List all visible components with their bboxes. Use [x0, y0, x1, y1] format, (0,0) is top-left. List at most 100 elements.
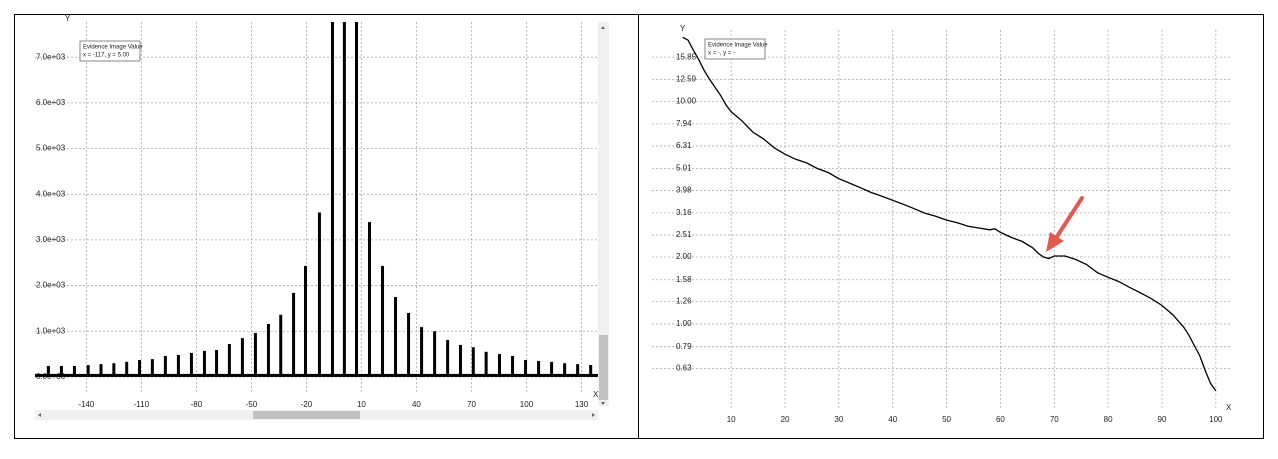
bar — [563, 363, 567, 377]
x-tick-label: 100 — [520, 400, 534, 409]
y-tick-label: 4.0e+03 — [36, 189, 66, 198]
bar — [279, 314, 283, 377]
annotation-text: x = -117, y = 5.00 — [83, 53, 130, 59]
x-tick-label: 10 — [727, 415, 736, 424]
y-tick-label: 5.01 — [676, 163, 692, 172]
y-tick-label: 6.31 — [676, 141, 692, 150]
x-tick-label: 80 — [1104, 415, 1113, 424]
x-tick-label: 40 — [412, 400, 421, 409]
bar — [292, 292, 296, 377]
bar — [342, 22, 346, 377]
y-tick-label: 1.0e+03 — [36, 326, 66, 335]
x-tick-label: 30 — [834, 415, 843, 424]
bar — [215, 349, 219, 377]
marks — [35, 22, 598, 377]
bar — [394, 296, 398, 377]
annotation-box — [704, 38, 766, 60]
bar — [86, 365, 90, 377]
x-tick-label: -140 — [78, 400, 95, 409]
annotation-title: Evidence Image Value — [83, 45, 143, 51]
x-tick-label: 60 — [996, 415, 1005, 424]
bar — [511, 355, 515, 377]
bar — [99, 364, 103, 377]
bar — [407, 312, 411, 377]
annotation-title: Evidence Image Value — [708, 43, 768, 49]
marks — [682, 36, 1217, 392]
bar — [458, 344, 462, 377]
bar — [330, 22, 334, 377]
y-tick-label: 0.63 — [676, 364, 692, 373]
bar — [112, 363, 116, 377]
h-scroll-thumb[interactable] — [253, 411, 360, 419]
bar — [227, 344, 231, 377]
bar — [240, 338, 244, 377]
y-tick-label: 3.98 — [676, 186, 692, 195]
bar — [420, 327, 424, 377]
bar — [163, 355, 167, 377]
x-tick-label: 40 — [888, 415, 897, 424]
y-tick-label: 7.0e+03 — [36, 52, 66, 61]
scroll-arrows[interactable] — [38, 26, 605, 417]
bar — [189, 352, 193, 377]
x-tick-label: -80 — [191, 400, 203, 409]
bar — [484, 351, 488, 377]
line — [682, 36, 1217, 392]
x-axis-label: X — [1226, 403, 1232, 412]
bar — [303, 265, 307, 377]
y-tick-label: 3.16 — [676, 208, 692, 217]
bar — [150, 359, 154, 377]
bar — [176, 355, 180, 377]
x-tick-label: 70 — [1050, 415, 1059, 424]
red-arrow — [1046, 196, 1084, 252]
v-scrollbar[interactable] — [598, 22, 609, 406]
bar — [72, 365, 76, 377]
bar — [59, 365, 63, 377]
x-axis-label: X — [593, 390, 599, 399]
bar — [446, 339, 450, 377]
bar — [433, 331, 437, 377]
bar — [138, 360, 142, 377]
y-tick-label: 2.51 — [676, 230, 692, 239]
bar — [589, 365, 593, 377]
x-tick-label: 50 — [942, 415, 951, 424]
x-tick-label: 100 — [1209, 415, 1223, 424]
x-tick-label: 10 — [357, 400, 366, 409]
y-tick-label: 15.85 — [676, 52, 697, 61]
bar — [354, 22, 358, 377]
bar — [537, 360, 541, 377]
y-tick-label: 1.58 — [676, 275, 692, 284]
y-tick-label: 5.0e+03 — [36, 144, 66, 153]
bar — [202, 350, 206, 377]
bar — [253, 333, 257, 377]
y-tick-label: 2.00 — [676, 252, 692, 261]
y-tick-label: 2.0e+03 — [36, 281, 66, 290]
bar — [524, 360, 528, 377]
bar — [471, 347, 475, 377]
v-scroll-thumb[interactable] — [599, 335, 608, 400]
bar — [367, 222, 371, 377]
x-tick-label: 90 — [1158, 415, 1167, 424]
bar — [550, 361, 554, 377]
y-tick-label: 3.0e+03 — [36, 235, 66, 244]
x-tick-label: 20 — [781, 415, 790, 424]
annotation: Evidence Image Value x = -117, y = 5.00 — [79, 40, 143, 62]
x-tick-label: -20 — [301, 400, 313, 409]
x-tick-label: 130 — [575, 400, 589, 409]
y-axis-label: Y — [680, 24, 686, 33]
x-tick-label: -50 — [246, 400, 258, 409]
bar — [46, 365, 50, 377]
y-tick-label: 0.79 — [676, 342, 692, 351]
bar — [125, 361, 129, 377]
y-tick-label: 1.26 — [676, 297, 692, 306]
bar — [498, 354, 502, 377]
bar — [317, 212, 321, 377]
y-tick-label: 12.59 — [676, 75, 697, 84]
bar — [266, 323, 270, 377]
y-tick-label: 6.0e+03 — [36, 98, 66, 107]
y-tick-label: 10.00 — [676, 97, 697, 106]
x-tick-label: 70 — [467, 400, 476, 409]
annotation: Evidence Image Value x = -, y = - — [704, 38, 768, 60]
charts: 0.0e+001.0e+032.0e+033.0e+034.0e+035.0e+… — [35, 14, 1232, 424]
y-tick-label: 1.00 — [676, 319, 692, 328]
